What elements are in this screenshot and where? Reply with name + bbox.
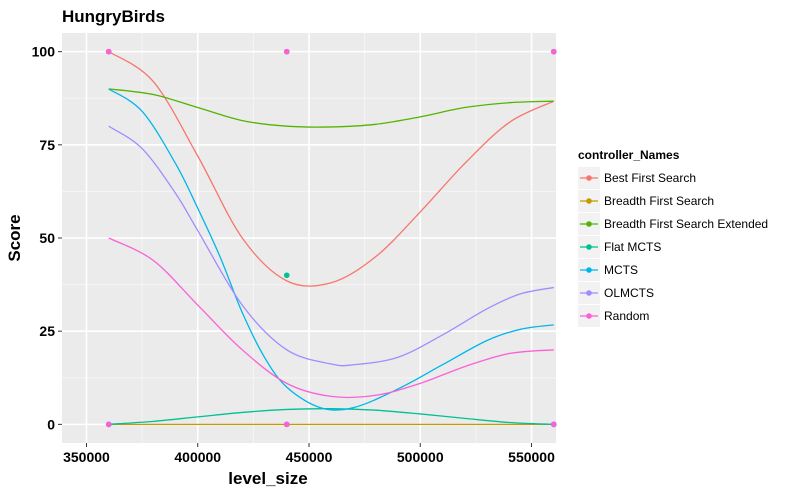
data-point-6 xyxy=(550,421,557,428)
x-tick-label: 500000 xyxy=(397,449,444,465)
x-tick-label: 550000 xyxy=(508,449,555,465)
data-point-6 xyxy=(105,48,112,55)
legend-label: Best First Search xyxy=(604,171,696,185)
y-tick-label: 100 xyxy=(32,44,56,60)
legend-label: Breadth First Search xyxy=(604,194,714,208)
y-tick-label: 50 xyxy=(39,230,55,246)
series-line-5 xyxy=(108,125,554,367)
legend-label: Breadth First Search Extended xyxy=(604,217,768,231)
legend-label: OLMCTS xyxy=(604,286,654,300)
y-axis-title: Score xyxy=(5,214,24,261)
x-tick-label: 350000 xyxy=(63,449,110,465)
legend-key-point xyxy=(586,267,592,273)
series-line-6 xyxy=(108,237,554,399)
legend-label: Random xyxy=(604,309,649,323)
series-line-0 xyxy=(108,51,555,287)
legend-title: controller_Names xyxy=(578,148,680,162)
y-axis-ticks: 0 25 50 75 100 xyxy=(32,44,62,432)
legend-key-point xyxy=(586,175,592,181)
series-line-3 xyxy=(108,408,554,426)
data-point-6 xyxy=(283,421,290,428)
legend-label: Flat MCTS xyxy=(604,240,661,254)
series-points xyxy=(105,48,557,428)
x-tick-label: 450000 xyxy=(286,449,333,465)
y-tick-label: 25 xyxy=(39,323,55,339)
x-tick-label: 400000 xyxy=(174,449,221,465)
legend-key-point xyxy=(586,313,592,319)
x-axis-ticks: 350000 400000 450000 500000 550000 xyxy=(63,443,555,465)
y-tick-label: 75 xyxy=(39,137,55,153)
chart-title: HungryBirds xyxy=(62,7,165,26)
legend-key-point xyxy=(586,290,592,296)
series-line-2 xyxy=(108,88,554,128)
data-point-6 xyxy=(105,421,112,428)
y-tick-label: 0 xyxy=(47,416,55,432)
x-axis-title: level_size xyxy=(228,469,307,488)
data-point-6 xyxy=(550,48,557,55)
data-point-6 xyxy=(283,48,290,55)
legend-key-point xyxy=(586,198,592,204)
legend-key-point xyxy=(586,244,592,250)
series-lines xyxy=(108,51,555,426)
data-point-3 xyxy=(283,272,290,279)
legend-label: MCTS xyxy=(604,263,638,277)
legend: controller_Names Best First Search Breadt… xyxy=(578,148,768,327)
series-line-4 xyxy=(108,88,554,411)
legend-key-point xyxy=(586,221,592,227)
